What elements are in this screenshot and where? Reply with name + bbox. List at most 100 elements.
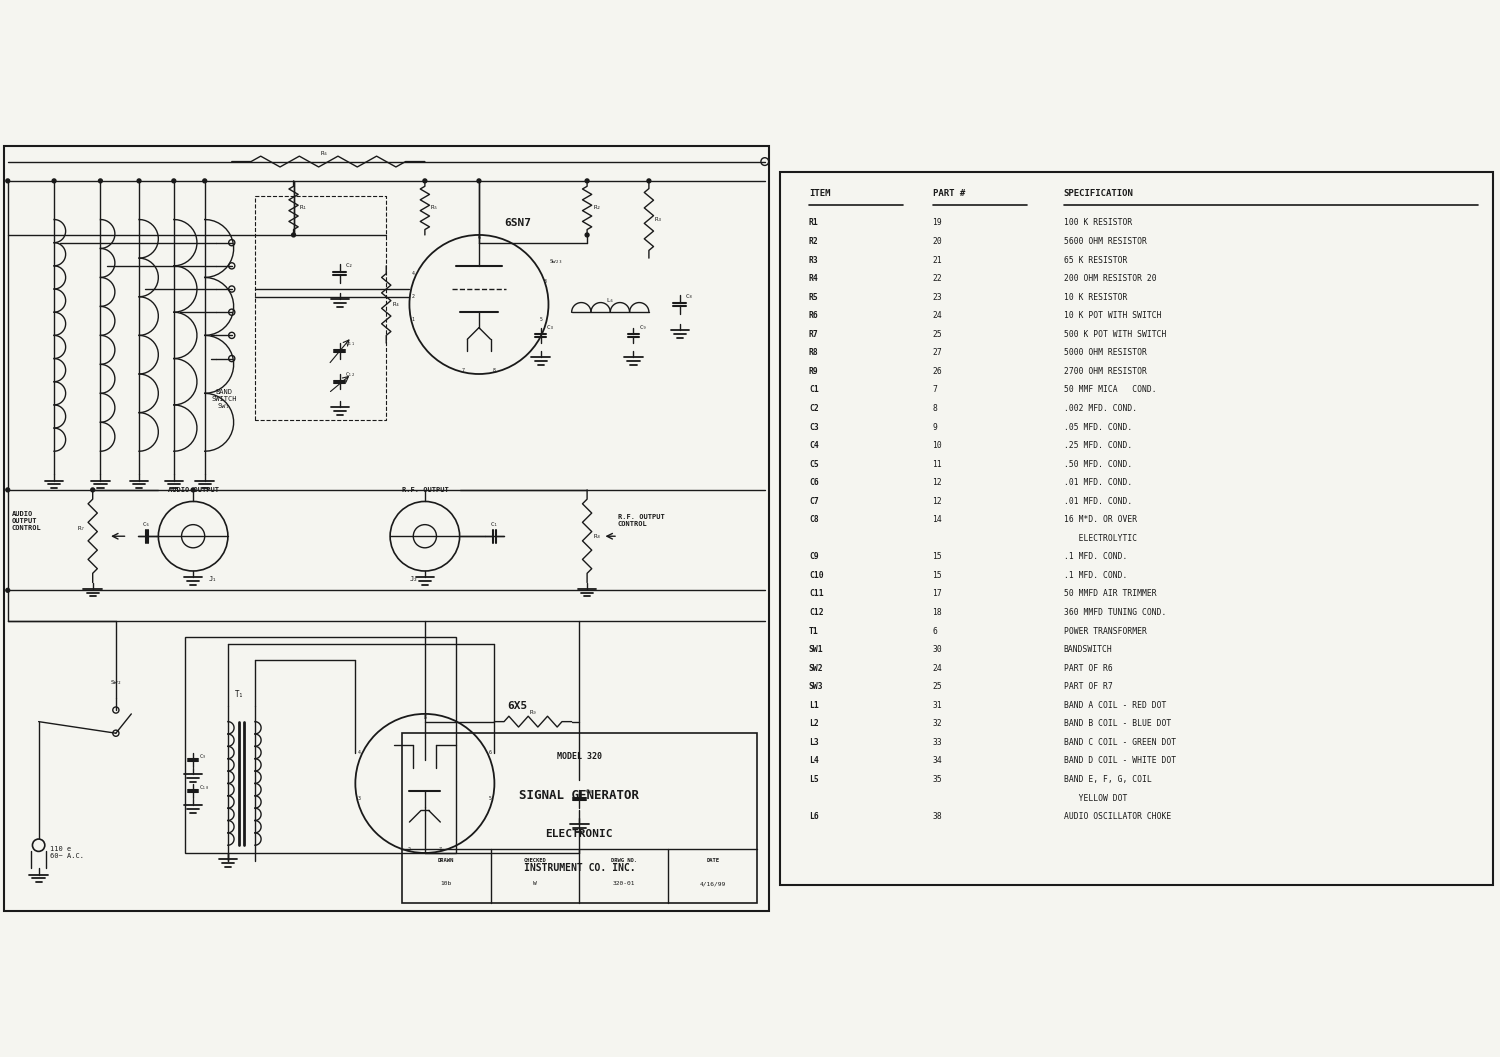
- Text: C₂: C₂: [346, 263, 354, 268]
- Text: L6: L6: [808, 812, 819, 821]
- Text: .01 MFD. COND.: .01 MFD. COND.: [1064, 478, 1131, 487]
- Text: C10: C10: [808, 571, 824, 580]
- Text: 500 K POT WITH SWITCH: 500 K POT WITH SWITCH: [1064, 330, 1166, 338]
- Text: R2: R2: [808, 237, 819, 246]
- Circle shape: [136, 179, 141, 183]
- Text: 20: 20: [933, 237, 942, 246]
- Text: ITEM: ITEM: [808, 189, 831, 199]
- Bar: [186, 636, 456, 853]
- Text: 65 K RESISTOR: 65 K RESISTOR: [1064, 256, 1126, 264]
- Text: C₈: C₈: [686, 294, 693, 299]
- Text: 15: 15: [933, 553, 942, 561]
- Text: C12: C12: [808, 608, 824, 617]
- Circle shape: [423, 179, 427, 183]
- Text: 4: 4: [413, 271, 414, 276]
- Text: .1 MFD. COND.: .1 MFD. COND.: [1064, 571, 1126, 580]
- Text: 5: 5: [540, 317, 542, 322]
- Text: BAND E, F, G, COIL: BAND E, F, G, COIL: [1064, 775, 1152, 784]
- Text: 34: 34: [933, 757, 942, 765]
- Circle shape: [291, 233, 296, 237]
- Text: .50 MFD. COND.: .50 MFD. COND.: [1064, 460, 1131, 468]
- Text: R₁: R₁: [300, 205, 307, 210]
- Text: 10 K RESISTOR: 10 K RESISTOR: [1064, 293, 1126, 301]
- Text: 4/16/99: 4/16/99: [699, 882, 726, 887]
- Text: 25: 25: [933, 682, 942, 691]
- Text: 21: 21: [933, 256, 942, 264]
- Text: AUDIO
OUTPUT
CONTROL: AUDIO OUTPUT CONTROL: [12, 511, 42, 531]
- Text: DRAWN: DRAWN: [438, 858, 454, 864]
- Text: 14: 14: [933, 515, 942, 524]
- Text: 24: 24: [933, 664, 942, 672]
- Text: C₉: C₉: [200, 754, 206, 759]
- Text: T1: T1: [808, 627, 819, 635]
- Text: 17: 17: [933, 590, 942, 598]
- Text: BAND D COIL - WHITE DOT: BAND D COIL - WHITE DOT: [1064, 757, 1176, 765]
- Text: YELLOW DOT: YELLOW DOT: [1064, 794, 1126, 802]
- Circle shape: [477, 179, 482, 183]
- Circle shape: [646, 179, 651, 183]
- Text: R₆: R₆: [321, 151, 328, 156]
- Circle shape: [99, 179, 102, 183]
- Text: L1: L1: [808, 701, 819, 710]
- Text: C₁₀: C₁₀: [200, 784, 208, 790]
- Circle shape: [92, 488, 94, 492]
- Circle shape: [112, 730, 118, 737]
- Text: R₂: R₂: [594, 205, 602, 210]
- Text: .05 MFD. COND.: .05 MFD. COND.: [1064, 423, 1131, 431]
- Text: 5000 OHM RESISTOR: 5000 OHM RESISTOR: [1064, 349, 1146, 357]
- Text: R₄: R₄: [393, 302, 400, 307]
- Text: MODEL 320: MODEL 320: [556, 752, 602, 761]
- Bar: [402, 734, 758, 903]
- Text: R₈: R₈: [594, 534, 602, 539]
- Text: PART #: PART #: [933, 189, 964, 199]
- Text: SW2: SW2: [808, 664, 824, 672]
- Text: 16 M*D. OR OVER: 16 M*D. OR OVER: [1064, 515, 1137, 524]
- Text: BAND C COIL - GREEN DOT: BAND C COIL - GREEN DOT: [1064, 738, 1176, 747]
- Text: C2: C2: [808, 404, 819, 413]
- Text: R.F. OUTPUT: R.F. OUTPUT: [402, 487, 448, 493]
- Text: 9: 9: [933, 423, 938, 431]
- Text: 23: 23: [933, 293, 942, 301]
- Text: 7: 7: [440, 847, 442, 852]
- Text: R₃: R₃: [656, 217, 663, 222]
- Text: 10b: 10b: [441, 882, 452, 887]
- Text: SW1: SW1: [808, 645, 824, 654]
- Text: 33: 33: [933, 738, 942, 747]
- Text: L5: L5: [808, 775, 819, 784]
- Text: 6: 6: [477, 235, 480, 240]
- Text: 8: 8: [494, 368, 496, 373]
- Text: L3: L3: [808, 738, 819, 747]
- Text: 27: 27: [933, 349, 942, 357]
- Text: C7: C7: [808, 497, 819, 505]
- Text: .1 MFD. COND.: .1 MFD. COND.: [1064, 553, 1126, 561]
- Text: L2: L2: [808, 720, 819, 728]
- Circle shape: [112, 707, 118, 713]
- Text: C₁₁: C₁₁: [346, 340, 355, 346]
- Text: DRWG NO.: DRWG NO.: [610, 858, 638, 864]
- Text: 1: 1: [413, 317, 414, 322]
- Text: R8: R8: [808, 349, 819, 357]
- Text: C₈: C₈: [585, 789, 592, 794]
- Circle shape: [228, 240, 236, 246]
- Text: R₉: R₉: [530, 710, 537, 715]
- Text: R4: R4: [808, 274, 819, 283]
- Text: SW3: SW3: [808, 682, 824, 691]
- Text: 7: 7: [462, 368, 465, 373]
- Text: 100 K RESISTOR: 100 K RESISTOR: [1064, 219, 1131, 227]
- Text: C4: C4: [808, 441, 819, 450]
- Text: 110 e
60~ A.C.: 110 e 60~ A.C.: [50, 847, 84, 859]
- Text: 3: 3: [358, 796, 360, 801]
- Text: R.F. OUTPUT
CONTROL: R.F. OUTPUT CONTROL: [618, 515, 664, 527]
- Text: BANDSWITCH: BANDSWITCH: [1064, 645, 1112, 654]
- Text: C3: C3: [808, 423, 819, 431]
- Circle shape: [6, 179, 9, 183]
- Text: Sw₂₃: Sw₂₃: [549, 259, 562, 264]
- Text: 19: 19: [933, 219, 942, 227]
- Text: 320-01: 320-01: [612, 882, 634, 887]
- Text: 10 K POT WITH SWITCH: 10 K POT WITH SWITCH: [1064, 311, 1161, 320]
- Text: C₁₂: C₁₂: [346, 371, 355, 376]
- Text: J₂: J₂: [410, 576, 419, 581]
- Text: C₁: C₁: [490, 522, 498, 527]
- Text: R₇: R₇: [78, 526, 84, 531]
- Circle shape: [760, 157, 768, 166]
